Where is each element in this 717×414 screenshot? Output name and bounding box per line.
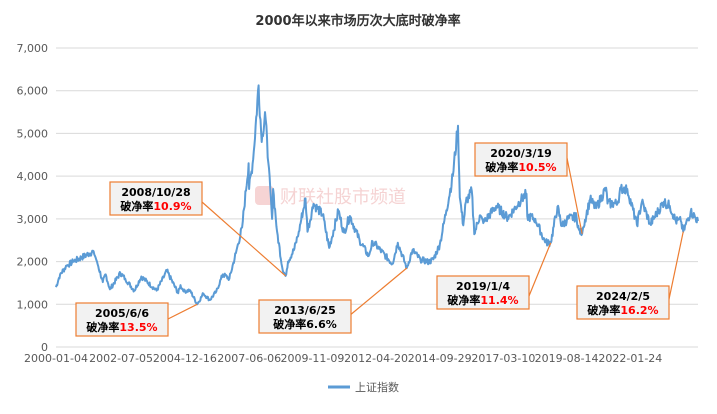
- annotation-ratio-label: 破净率: [120, 199, 153, 213]
- annotation-ratio: 破净率10.5%: [485, 160, 556, 174]
- annotation-ratio: 破净率10.9%: [120, 199, 191, 213]
- y-tick-label: 3,000: [17, 213, 49, 226]
- annotation-ratio-value: 11.4%: [480, 294, 518, 307]
- annotation-ratio: 破净率11.4%: [447, 293, 518, 307]
- x-tick-label: 2004-12-16: [153, 352, 217, 365]
- annotation-ratio-value: 10.9%: [153, 200, 191, 213]
- annotation-ratio: 破净率16.2%: [587, 303, 658, 317]
- x-tick-label: 2014-09-29: [408, 352, 472, 365]
- annotation-date: 2024/2/5: [596, 290, 650, 303]
- annotation-ratio-value: 13.5%: [119, 321, 157, 334]
- y-tick-label: 6,000: [17, 85, 49, 98]
- annotation-leader-line: [166, 304, 197, 320]
- annotation-date: 2008/10/28: [121, 186, 190, 199]
- watermark: 财联社股市频道: [255, 186, 406, 208]
- annotation-date: 2020/3/19: [490, 147, 552, 160]
- chart-title: 2000年以来市场历次大底时破净率: [255, 13, 460, 29]
- x-tick-label: 2000-01-04: [24, 352, 88, 365]
- x-tick-label: 2009-11-09: [280, 352, 344, 365]
- y-tick-label: 4,000: [17, 170, 49, 183]
- x-tick-label: 2017-03-10: [471, 352, 535, 365]
- annotation-ratio-label: 破净率: [587, 303, 620, 317]
- x-tick-label: 2022-01-24: [598, 352, 662, 365]
- y-tick-label: 2,000: [17, 256, 49, 269]
- annotation-ratio: 破净率6.6%: [273, 317, 337, 331]
- annotation-ratio-label: 破净率: [447, 293, 480, 307]
- x-axis-ticks: 2000-01-04 2002-07-05 2004-12-16 2007-06-06…: [24, 352, 662, 365]
- annotation-ratio-value: 10.5%: [518, 161, 556, 174]
- annotation-ratio-label: 破净率: [86, 320, 119, 334]
- annotation-ratio-label: 破净率: [273, 317, 306, 331]
- annotation-ratio-value: 16.2%: [620, 304, 658, 317]
- annotation-date: 2013/6/25: [274, 304, 336, 317]
- x-tick-label: 2012-04-20: [344, 352, 408, 365]
- annotations: 2005/6/6破净率13.5%2008/10/28破净率10.9%2013/6…: [76, 143, 683, 336]
- legend-label: 上证指数: [355, 380, 399, 394]
- x-tick-label: 2007-06-06: [217, 352, 281, 365]
- y-tick-label: 7,000: [17, 42, 49, 55]
- x-tick-label: 2019-08-14: [535, 352, 599, 365]
- legend: 上证指数: [328, 380, 399, 394]
- annotation-leader-line: [529, 243, 551, 296]
- annotation-date: 2005/6/6: [95, 307, 149, 320]
- annotation-leader-line: [349, 268, 407, 316]
- annotation-ratio-label: 破净率: [485, 160, 518, 174]
- y-tick-label: 1,000: [17, 298, 49, 311]
- annotation-ratio-value: 6.6%: [306, 318, 337, 331]
- x-tick-label: 2002-07-05: [89, 352, 153, 365]
- y-tick-label: 5,000: [17, 127, 49, 140]
- annotation-ratio: 破净率13.5%: [86, 320, 157, 334]
- watermark-text: 财联社股市频道: [280, 187, 406, 208]
- annotation-leader-line: [668, 232, 683, 304]
- annotation-date: 2019/1/4: [456, 280, 510, 293]
